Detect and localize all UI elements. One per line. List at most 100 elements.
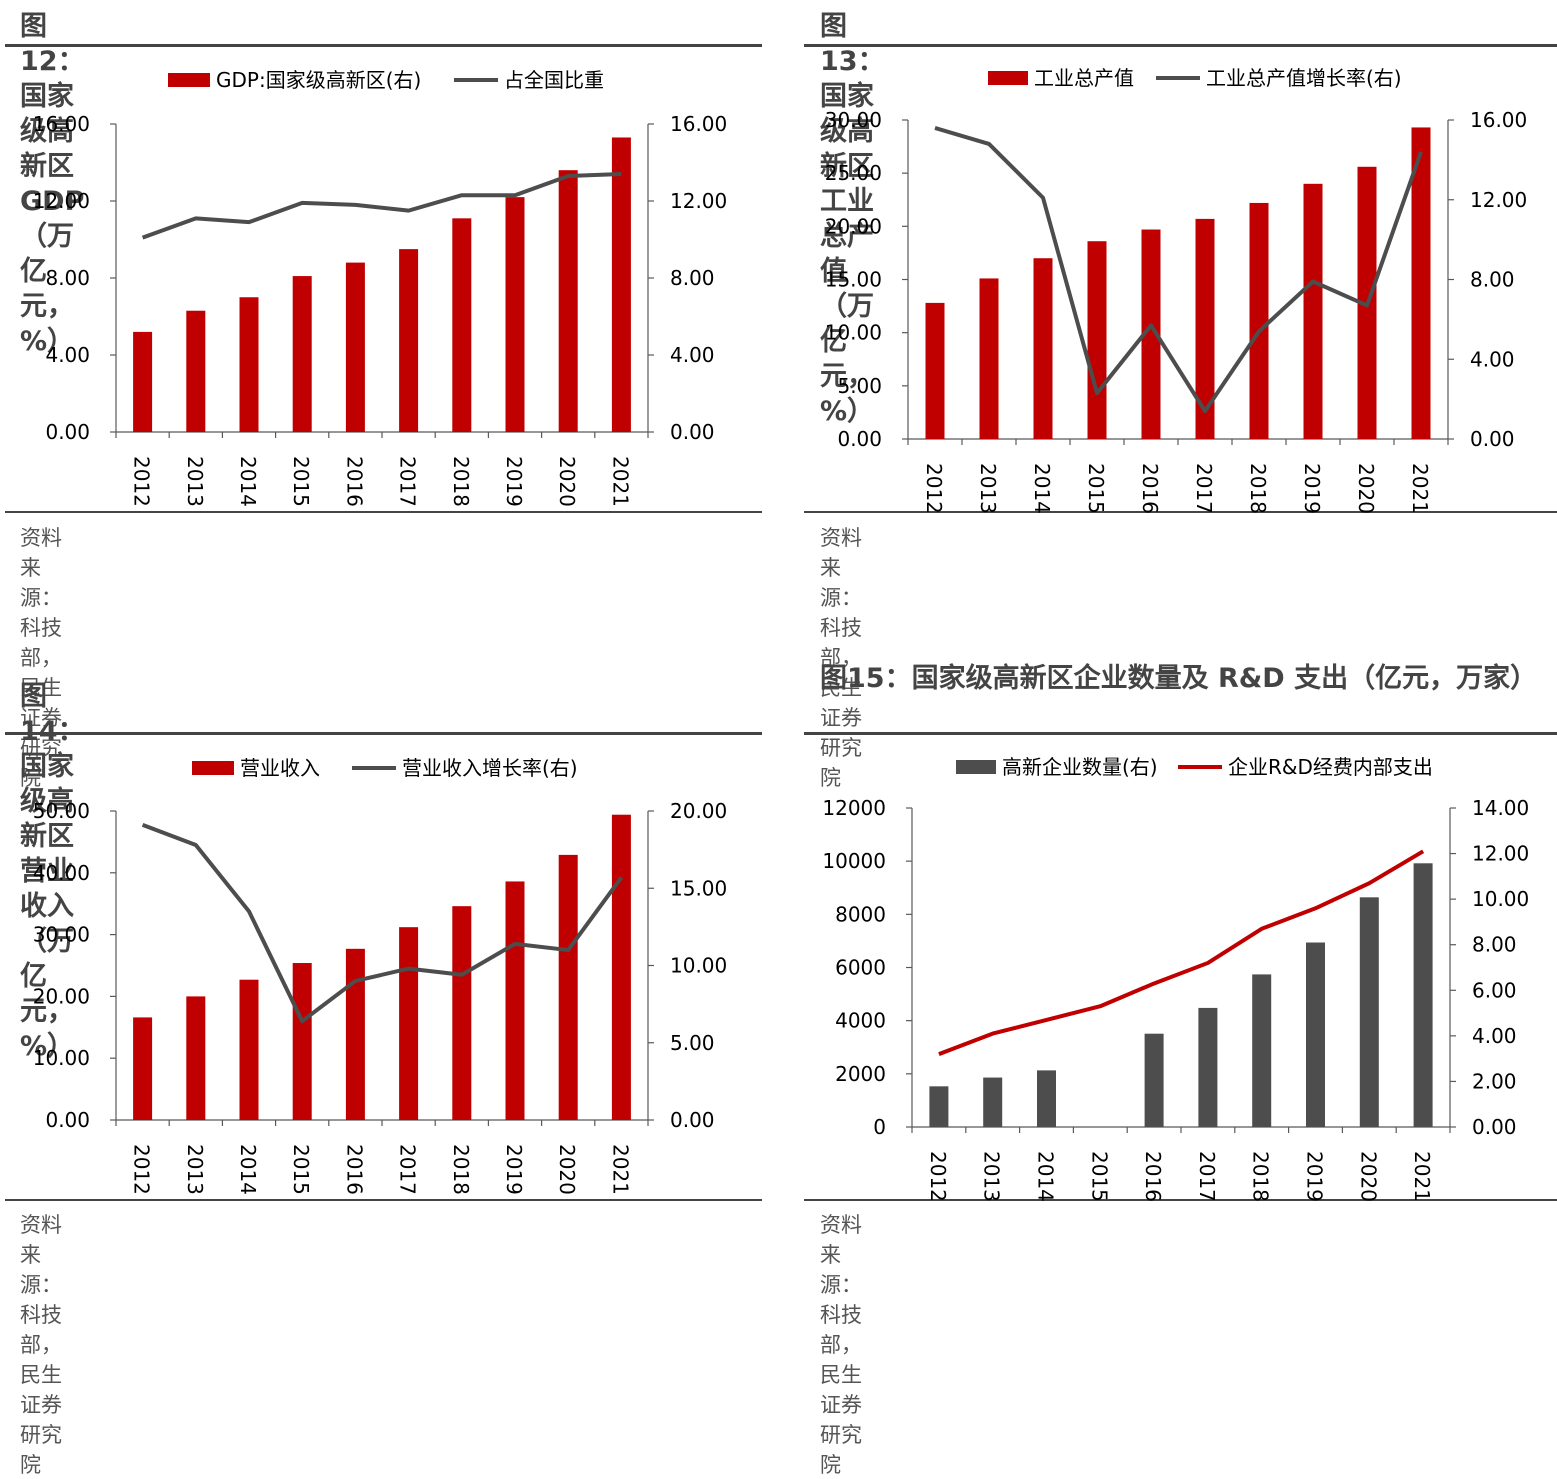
bar xyxy=(980,278,999,439)
bar xyxy=(1088,241,1107,439)
x-tick-label: 2013 xyxy=(183,456,207,507)
x-tick-label: 2019 xyxy=(1300,463,1324,514)
x-tick-label: 2018 xyxy=(1249,1151,1273,1202)
x-tick-label: 2013 xyxy=(183,1144,207,1195)
right-tick-label: 2.00 xyxy=(1472,1069,1517,1093)
right-tick-label: 15.00 xyxy=(670,876,727,900)
series-line xyxy=(143,825,622,1021)
bar xyxy=(1250,203,1269,439)
series-line xyxy=(143,174,622,238)
right-tick-label: 5.00 xyxy=(670,1031,715,1055)
legend-label: 营业收入 xyxy=(240,756,320,780)
left-tick-label: 20.00 xyxy=(825,214,882,238)
right-tick-label: 0.00 xyxy=(670,1108,715,1132)
bar xyxy=(1304,184,1323,439)
bar xyxy=(506,881,525,1120)
right-tick-label: 14.00 xyxy=(1472,796,1529,820)
x-tick-label: 2020 xyxy=(1356,1151,1380,1202)
right-tick-label: 4.00 xyxy=(1472,1024,1517,1048)
bar xyxy=(983,1078,1002,1127)
bar xyxy=(612,815,631,1120)
x-tick-label: 2019 xyxy=(1303,1151,1327,1202)
series-line xyxy=(939,851,1423,1054)
legend-label: 占全国比重 xyxy=(504,68,604,92)
right-tick-label: 20.00 xyxy=(670,799,727,823)
right-tick-label: 12.00 xyxy=(1472,842,1529,866)
bar xyxy=(452,906,471,1120)
right-tick-label: 4.00 xyxy=(1470,347,1515,371)
right-tick-label: 8.00 xyxy=(1472,933,1517,957)
left-tick-label: 4.00 xyxy=(45,343,90,367)
legend-label: 高新企业数量(右) xyxy=(1002,755,1158,779)
x-tick-label: 2012 xyxy=(926,1151,950,1202)
x-tick-label: 2020 xyxy=(1354,463,1378,514)
left-tick-label: 12.00 xyxy=(33,189,90,213)
legend-label: GDP:国家级高新区(右) xyxy=(216,68,421,92)
x-tick-label: 2016 xyxy=(342,456,366,507)
chart-1: 0.004.008.0012.0016.000.004.008.0012.001… xyxy=(33,68,728,507)
x-tick-label: 2012 xyxy=(922,463,946,514)
x-tick-label: 2020 xyxy=(555,456,579,507)
series-line xyxy=(935,128,1421,411)
x-tick-label: 2018 xyxy=(1246,463,1270,514)
chart-3: 0.0010.0020.0030.0040.0050.000.005.0010.… xyxy=(33,756,728,1195)
left-tick-label: 0.00 xyxy=(45,420,90,444)
bar xyxy=(293,276,312,432)
right-tick-label: 6.00 xyxy=(1472,978,1517,1002)
x-tick-label: 2012 xyxy=(130,1144,154,1195)
bar xyxy=(1414,863,1433,1127)
x-tick-label: 2014 xyxy=(1030,463,1054,514)
bar xyxy=(1252,974,1271,1127)
left-tick-label: 25.00 xyxy=(825,161,882,185)
bar xyxy=(612,137,631,432)
x-tick-label: 2017 xyxy=(396,456,420,507)
x-tick-label: 2015 xyxy=(289,456,313,507)
bar xyxy=(293,963,312,1120)
right-tick-label: 12.00 xyxy=(670,189,727,213)
left-tick-label: 12000 xyxy=(822,796,886,820)
x-tick-label: 2014 xyxy=(236,456,260,507)
legend-swatch xyxy=(168,73,210,87)
bar xyxy=(926,303,945,439)
right-tick-label: 16.00 xyxy=(670,112,727,136)
legend-swatch xyxy=(956,760,996,774)
legend-label: 企业R&D经费内部支出 xyxy=(1228,755,1433,779)
left-tick-label: 10000 xyxy=(822,849,886,873)
left-tick-label: 16.00 xyxy=(33,112,90,136)
bar xyxy=(186,996,205,1120)
legend-swatch xyxy=(988,71,1028,85)
left-tick-label: 6000 xyxy=(835,956,886,980)
x-tick-label: 2021 xyxy=(608,456,632,507)
left-tick-label: 2000 xyxy=(835,1062,886,1086)
legend-swatch xyxy=(192,761,234,775)
right-tick-label: 8.00 xyxy=(1470,268,1515,292)
x-tick-label: 2021 xyxy=(1410,1151,1434,1202)
x-tick-label: 2018 xyxy=(449,456,473,507)
right-tick-label: 0.00 xyxy=(1472,1115,1517,1139)
x-tick-label: 2017 xyxy=(396,1144,420,1195)
x-tick-label: 2014 xyxy=(236,1144,260,1195)
left-tick-label: 30.00 xyxy=(825,108,882,132)
bar xyxy=(399,927,418,1120)
x-tick-label: 2020 xyxy=(555,1144,579,1195)
bar xyxy=(240,980,259,1120)
chart-2: 0.005.0010.0015.0020.0025.0030.000.004.0… xyxy=(825,66,1528,514)
legend-label: 工业总产值 xyxy=(1034,66,1134,90)
bar xyxy=(346,263,365,432)
right-tick-label: 12.00 xyxy=(1470,188,1527,212)
bar xyxy=(399,249,418,432)
x-tick-label: 2013 xyxy=(980,1151,1004,1202)
x-tick-label: 2016 xyxy=(342,1144,366,1195)
bar xyxy=(506,197,525,432)
bar xyxy=(240,297,259,432)
bar xyxy=(1034,258,1053,439)
left-tick-label: 10.00 xyxy=(33,1046,90,1070)
right-tick-label: 10.00 xyxy=(670,954,727,978)
x-tick-label: 2015 xyxy=(1087,1151,1111,1202)
x-tick-label: 2021 xyxy=(1408,463,1432,514)
source-note: 资料来源：科技部，民生证券研究院 xyxy=(20,1209,62,1479)
bar xyxy=(929,1086,948,1127)
bar xyxy=(1306,943,1325,1127)
left-tick-label: 0.00 xyxy=(837,427,882,451)
x-tick-label: 2017 xyxy=(1195,1151,1219,1202)
